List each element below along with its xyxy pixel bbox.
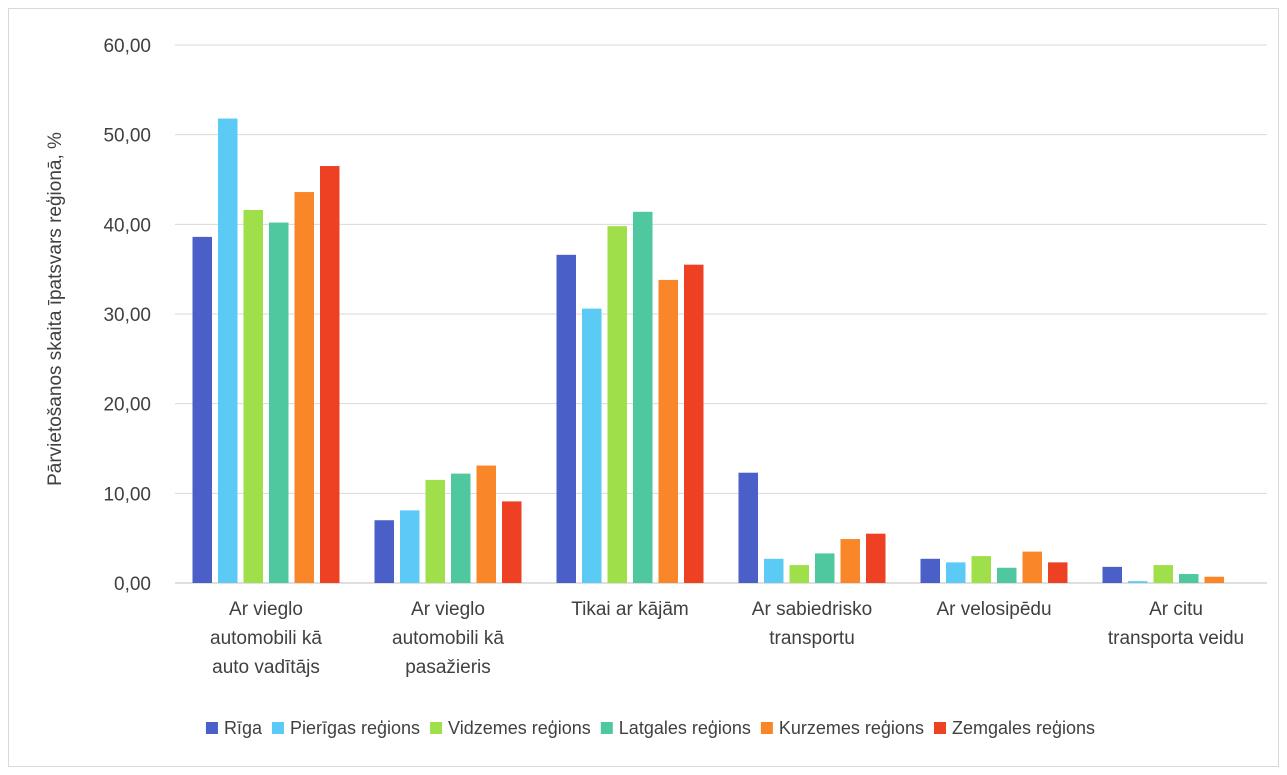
bar [582, 308, 602, 583]
category-labels: Ar vieglo automobili kā auto vadītājs Ar vi… [210, 599, 1244, 678]
bar [764, 558, 784, 583]
bar [294, 192, 314, 583]
bar [269, 222, 289, 584]
bar [1204, 576, 1224, 583]
legend-swatch [933, 722, 946, 734]
bar [866, 533, 886, 583]
category-label: Ar sabiedrisko transportu [752, 599, 872, 649]
bar [1022, 551, 1042, 583]
bar [684, 264, 704, 583]
category-label: Ar vieglo automobili kā auto vadītājs [210, 599, 322, 678]
bar [971, 556, 991, 583]
legend-swatch [205, 722, 218, 734]
legend-label: Latgales reģions [619, 718, 751, 738]
y-axis-title: Pārvietošanos skaita īpatsvars reģionā, … [45, 132, 66, 486]
category-label: Tikai ar kājām [571, 599, 689, 620]
legend-label: Rīga [224, 718, 263, 738]
bar [789, 565, 809, 583]
y-tick-label: 0,00 [114, 574, 151, 595]
bar [374, 520, 394, 583]
y-tick-label: 20,00 [103, 395, 151, 416]
bar [815, 553, 835, 583]
legend-label: Vidzemes reģions [448, 718, 591, 738]
legend-label: Zemgales reģions [952, 718, 1095, 738]
legend-swatch [430, 722, 443, 734]
bar [243, 209, 263, 583]
legend-label: Kurzemes reģions [779, 718, 924, 738]
bar [1179, 574, 1199, 583]
bar-chart: 0,00 10,00 20,00 30,00 40,00 50,00 60,00 Ar vi… [45, 36, 1267, 738]
bar [946, 562, 966, 583]
legend-swatch [271, 722, 284, 734]
bar [607, 226, 627, 584]
legend-label: Pierīgas reģions [290, 718, 420, 738]
y-tick-label: 10,00 [103, 484, 151, 505]
bar [997, 567, 1017, 583]
bar [920, 558, 940, 583]
legend-swatch [760, 722, 773, 734]
bar [738, 472, 758, 583]
bar [1048, 562, 1068, 583]
y-tick-labels: 0,00 10,00 20,00 30,00 40,00 50,00 60,00 [103, 36, 151, 595]
legend-swatch [600, 722, 613, 734]
bar [451, 473, 471, 583]
legend: Rīga Pierīgas reģions Vidzemes reģions Latg… [205, 718, 1095, 738]
bar [633, 211, 653, 583]
bar [192, 236, 212, 584]
bar [320, 166, 340, 584]
bar [476, 465, 496, 583]
bar [1153, 565, 1173, 583]
category-label: Ar velosipēdu [936, 599, 1051, 620]
y-tick-label: 30,00 [103, 305, 151, 326]
chart-frame: 0,00 10,00 20,00 30,00 40,00 50,00 60,00 Ar vi… [8, 8, 1279, 767]
bars [192, 118, 1224, 584]
category-label: Ar citu transporta veidu [1108, 599, 1244, 649]
bar [218, 118, 238, 583]
gridlines [175, 44, 1267, 584]
bar [1128, 581, 1148, 583]
y-tick-label: 60,00 [103, 36, 151, 57]
bar [658, 279, 678, 583]
y-tick-label: 50,00 [103, 126, 151, 147]
bar [1102, 566, 1122, 583]
y-tick-label: 40,00 [103, 215, 151, 236]
bar [502, 501, 522, 583]
bar [425, 479, 445, 583]
bar [840, 539, 860, 583]
bar [556, 254, 576, 583]
bar [400, 510, 420, 583]
category-label: Ar vieglo automobili kā pasažieris [392, 599, 504, 678]
